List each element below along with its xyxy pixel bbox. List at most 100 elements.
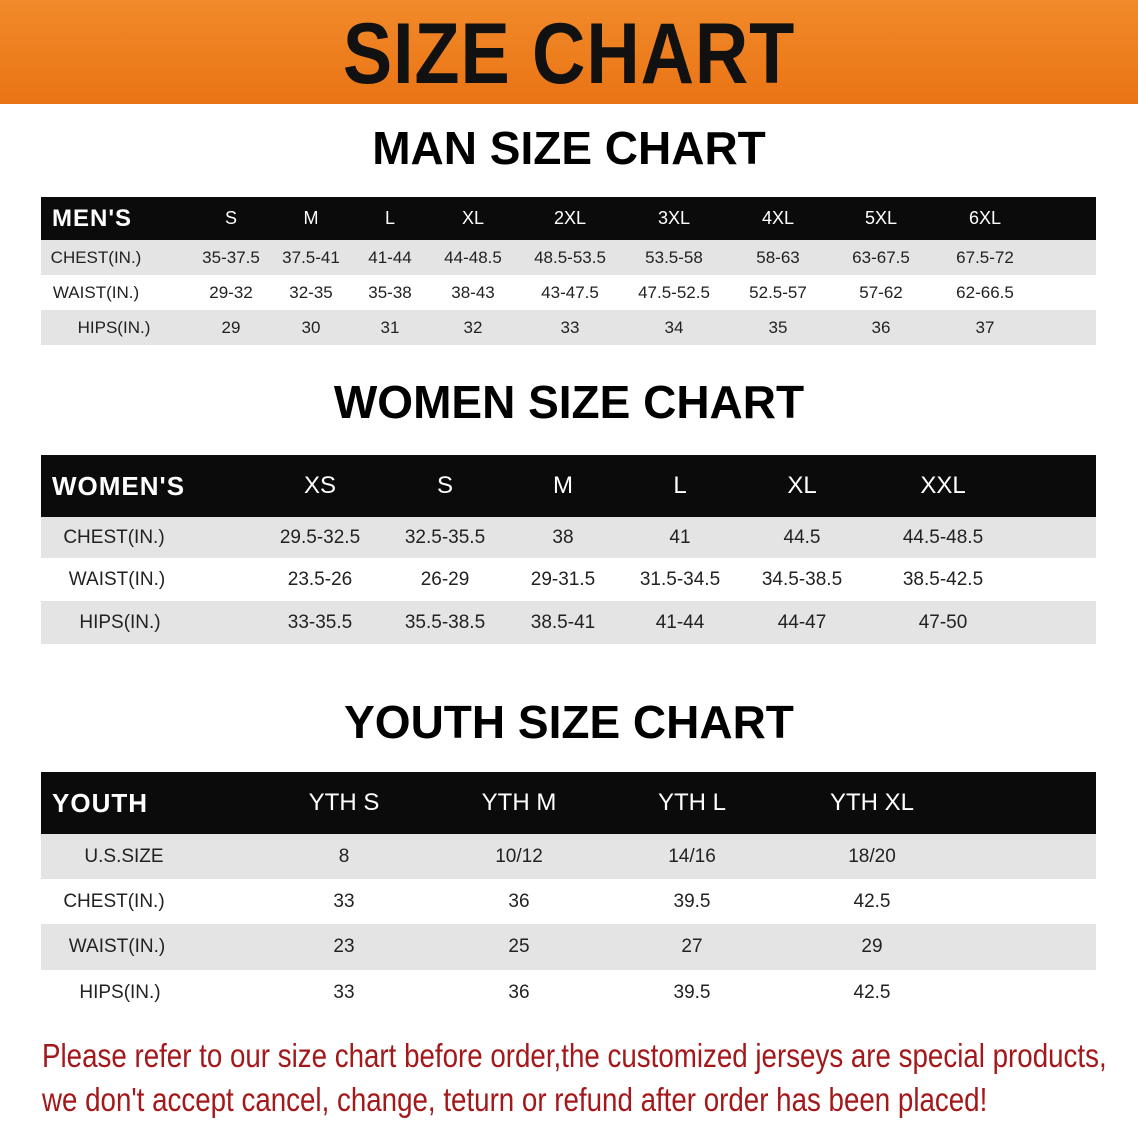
title-banner: SIZE CHART: [0, 0, 1138, 104]
measurement-cell: 35: [768, 317, 788, 337]
youth-size-table: YOUTH YTH S YTH M YTH L YTH XL U.S.SIZE 8 10/12…: [41, 772, 1096, 1015]
measurement-cell: 32.5-35.5: [404, 526, 486, 548]
measurement-cell: 38: [552, 526, 574, 548]
measurement-cell: 31.5-34.5: [639, 568, 721, 590]
youth-header-row: YOUTH YTH S YTH M YTH L YTH XL: [41, 772, 1096, 834]
size-header-m: M: [303, 208, 319, 228]
size-header-yth-l: YTH L: [657, 789, 727, 816]
measurement-cell: 26-29: [420, 568, 470, 590]
measurement-cell: 32-35: [289, 282, 333, 302]
women-section-title: WOMEN SIZE CHART: [333, 376, 805, 428]
measurement-cell: 25: [508, 936, 530, 957]
measurement-cell: 18/20: [848, 845, 896, 867]
measurement-cell: 58-63: [756, 247, 800, 267]
measurement-cell: 53.5-58: [645, 247, 703, 267]
men-section-title: MAN SIZE CHART: [372, 122, 766, 174]
row-label: U.S.SIZE: [84, 845, 164, 867]
measurement-cell: 48.5-53.5: [534, 247, 606, 267]
size-header-l: L: [673, 472, 687, 499]
measurement-cell: 8: [338, 845, 350, 867]
measurement-cell: 62-66.5: [956, 282, 1014, 302]
women-size-table: WOMEN'S XS S M L XL XXL CHEST(IN.) 29.5-32.5 32.5…: [41, 455, 1096, 644]
measurement-cell: 32: [463, 317, 483, 337]
measurement-cell: 36: [508, 890, 530, 912]
size-header-xl: XL: [461, 208, 485, 228]
measurement-cell: 33-35.5: [287, 611, 353, 633]
measurement-cell: 29: [221, 317, 241, 337]
row-label: WAIST(IN.): [52, 282, 140, 302]
size-header-2xl: 2XL: [553, 208, 587, 228]
measurement-cell: 43-47.5: [541, 282, 599, 302]
measurement-cell: 47.5-52.5: [638, 282, 710, 302]
row-label: HIPS(IN.): [79, 611, 161, 633]
women-header-label: WOMEN'S: [52, 470, 186, 501]
row-label: HIPS(IN.): [77, 317, 151, 337]
size-header-m: M: [553, 472, 573, 499]
table-row: U.S.SIZE 8 10/12 14/16 18/20: [41, 834, 1096, 879]
size-header-yth-xl: YTH XL: [829, 789, 915, 816]
measurement-cell: 29: [861, 936, 883, 957]
table-row: HIPS(IN.) 29 30 31 32 33 34 35 36 37: [41, 310, 1096, 345]
row-label: CHEST(IN.): [63, 890, 165, 912]
measurement-cell: 14/16: [668, 845, 716, 867]
table-row: CHEST(IN.) 29.5-32.5 32.5-35.5 38 41 44.5 44.5…: [41, 517, 1096, 558]
row-label: HIPS(IN.): [79, 981, 161, 1003]
measurement-cell: 33: [333, 981, 355, 1003]
measurement-cell: 30: [301, 317, 321, 337]
size-header-xl: XL: [787, 472, 817, 499]
measurement-cell: 41: [669, 526, 691, 548]
women-header-row: WOMEN'S XS S M L XL XXL: [41, 455, 1096, 517]
table-row: CHEST(IN.) 33 36 39.5 42.5: [41, 879, 1096, 924]
size-header-4xl: 4XL: [761, 208, 795, 228]
size-header-5xl: 5XL: [864, 208, 898, 228]
measurement-cell: 44-47: [777, 611, 827, 633]
table-row: WAIST(IN.) 23 25 27 29: [41, 924, 1096, 970]
measurement-cell: 37.5-41: [282, 247, 340, 267]
measurement-cell: 39.5: [673, 981, 711, 1003]
measurement-cell: 37: [975, 317, 995, 337]
measurement-cell: 29-31.5: [530, 568, 596, 590]
row-label: WAIST(IN.): [68, 568, 166, 590]
table-row: HIPS(IN.) 33 36 39.5 42.5: [41, 970, 1096, 1015]
table-row: WAIST(IN.) 29-32 32-35 35-38 38-43 43-47.5 47.…: [41, 275, 1096, 310]
size-header-yth-m: YTH M: [481, 789, 557, 816]
measurement-cell: 23.5-26: [287, 568, 353, 590]
men-header-label: MEN'S: [52, 204, 133, 232]
size-header-6xl: 6XL: [968, 208, 1002, 228]
measurement-cell: 44-48.5: [444, 247, 502, 267]
measurement-cell: 57-62: [859, 282, 903, 302]
measurement-cell: 39.5: [673, 890, 711, 912]
youth-header-label: YOUTH: [52, 787, 148, 818]
measurement-cell: 36: [508, 981, 530, 1003]
measurement-cell: 44.5: [783, 526, 821, 548]
size-header-s: S: [224, 208, 238, 228]
size-header-s: S: [436, 472, 454, 499]
size-header-3xl: 3XL: [657, 208, 691, 228]
measurement-cell: 47-50: [918, 611, 968, 633]
measurement-cell: 35-37.5: [202, 247, 260, 267]
measurement-cell: 44.5-48.5: [902, 526, 984, 548]
size-header-xs: XS: [303, 472, 337, 499]
order-notice: Please refer to our size chart before or…: [42, 1034, 1138, 1122]
measurement-cell: 36: [871, 317, 891, 337]
row-label: WAIST(IN.): [68, 936, 166, 957]
measurement-cell: 52.5-57: [749, 282, 807, 302]
table-row: WAIST(IN.) 23.5-26 26-29 29-31.5 31.5-34.5 34…: [41, 558, 1096, 601]
size-header-l: L: [384, 208, 396, 228]
measurement-cell: 38.5-42.5: [902, 568, 984, 590]
row-label: CHEST(IN.): [63, 526, 165, 548]
table-row: HIPS(IN.) 33-35.5 35.5-38.5 38.5-41 41-44 44-…: [41, 601, 1096, 644]
measurement-cell: 27: [681, 936, 703, 957]
page-title: SIZE CHART: [342, 6, 796, 102]
measurement-cell: 35.5-38.5: [404, 611, 486, 633]
measurement-cell: 41-44: [368, 247, 412, 267]
measurement-cell: 34.5-38.5: [761, 568, 843, 590]
measurement-cell: 42.5: [853, 890, 891, 912]
measurement-cell: 42.5: [853, 981, 891, 1003]
measurement-cell: 63-67.5: [852, 247, 910, 267]
size-header-yth-s: YTH S: [308, 789, 380, 816]
men-header-row: MEN'S S M L XL 2XL 3XL 4XL 5XL 6XL: [41, 197, 1096, 240]
measurement-cell: 67.5-72: [956, 247, 1014, 267]
measurement-cell: 23: [333, 936, 355, 957]
measurement-cell: 38.5-41: [530, 611, 596, 633]
